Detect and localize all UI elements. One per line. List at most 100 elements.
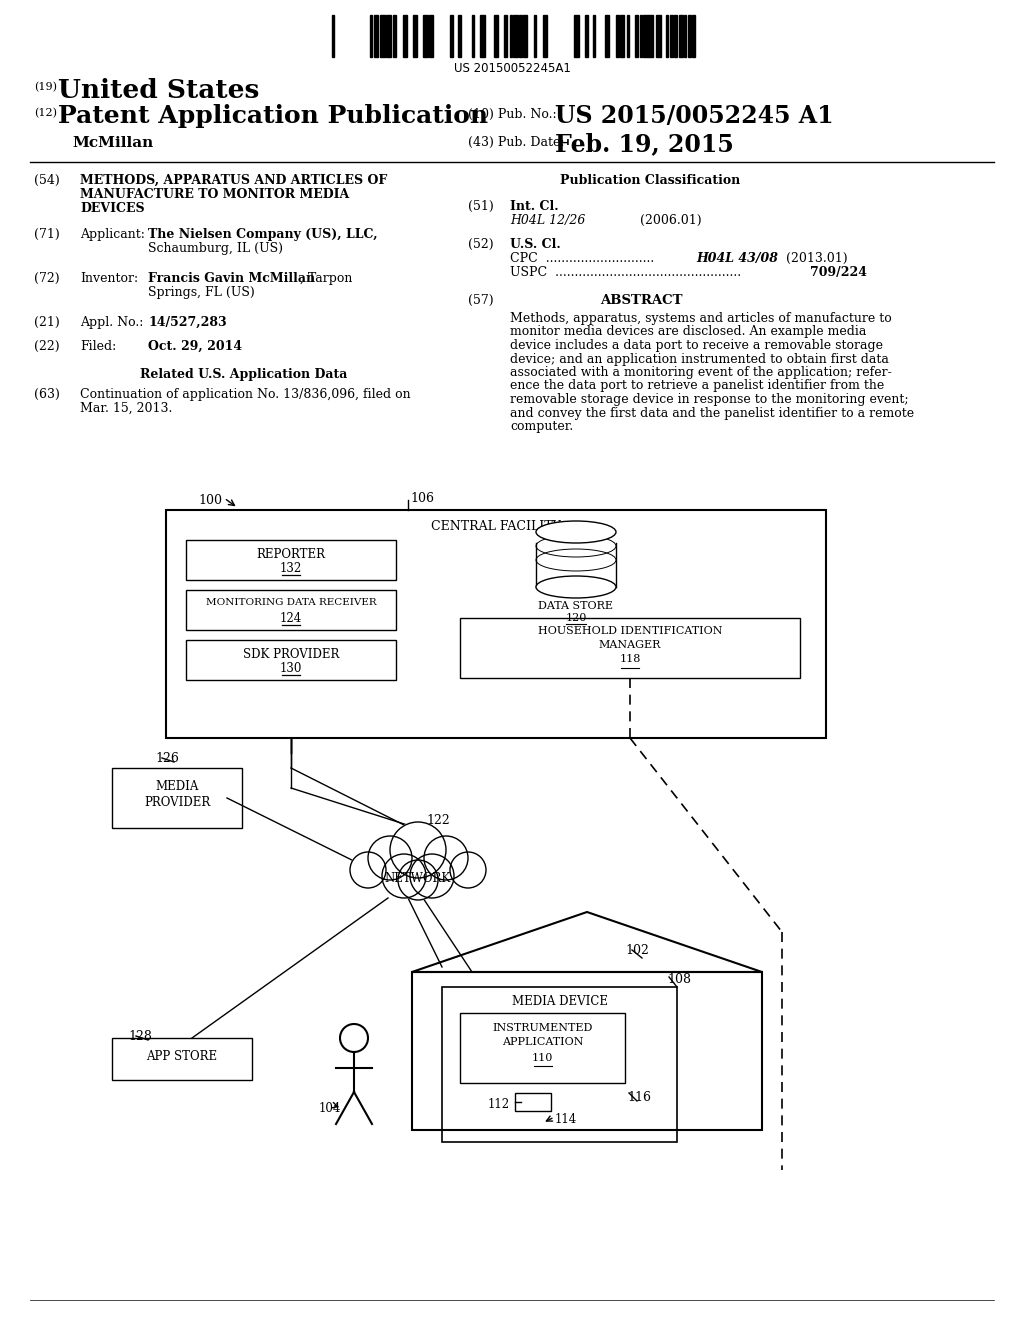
Text: device; and an application instrumented to obtain first data: device; and an application instrumented … xyxy=(510,352,889,366)
Text: 128: 128 xyxy=(128,1030,152,1043)
Text: Applicant:: Applicant: xyxy=(80,228,144,242)
Text: US 2015/0052245 A1: US 2015/0052245 A1 xyxy=(555,104,834,128)
Bar xyxy=(670,15,673,57)
Text: (22): (22) xyxy=(34,341,59,352)
Text: 104: 104 xyxy=(319,1102,341,1115)
Text: HOUSEHOLD IDENTIFICATION: HOUSEHOLD IDENTIFICATION xyxy=(538,626,722,636)
Bar xyxy=(543,15,548,57)
Text: 120: 120 xyxy=(565,612,587,623)
Ellipse shape xyxy=(536,576,616,598)
Text: CENTRAL FACILITY: CENTRAL FACILITY xyxy=(431,520,561,533)
Text: U.S. Cl.: U.S. Cl. xyxy=(510,238,561,251)
Text: INSTRUMENTED: INSTRUMENTED xyxy=(493,1023,593,1034)
Text: NETWORK: NETWORK xyxy=(385,873,452,884)
Text: Francis Gavin McMillan: Francis Gavin McMillan xyxy=(148,272,315,285)
Text: MANAGER: MANAGER xyxy=(599,640,662,649)
Bar xyxy=(459,15,461,57)
Text: device includes a data port to receive a removable storage: device includes a data port to receive a… xyxy=(510,339,883,352)
Text: PROVIDER: PROVIDER xyxy=(144,796,210,809)
Text: removable storage device in response to the monitoring event;: removable storage device in response to … xyxy=(510,393,908,407)
Bar xyxy=(460,618,800,678)
Text: (51): (51) xyxy=(468,201,494,213)
Text: 130: 130 xyxy=(280,663,302,675)
Text: METHODS, APPARATUS AND ARTICLES OF: METHODS, APPARATUS AND ARTICLES OF xyxy=(80,174,387,187)
Bar xyxy=(472,15,474,57)
Bar xyxy=(374,15,378,57)
Text: 108: 108 xyxy=(667,973,691,986)
Text: H04L 12/26: H04L 12/26 xyxy=(510,214,586,227)
Text: 709/224: 709/224 xyxy=(810,267,867,279)
Text: (63): (63) xyxy=(34,388,59,401)
Text: Inventor:: Inventor: xyxy=(80,272,138,285)
Text: REPORTER: REPORTER xyxy=(256,548,326,561)
Text: USPC  ................................................: USPC ...................................… xyxy=(510,267,741,279)
Text: associated with a monitoring event of the application; refer-: associated with a monitoring event of th… xyxy=(510,366,892,379)
Bar xyxy=(380,15,385,57)
Bar xyxy=(574,15,580,57)
Bar xyxy=(585,15,588,57)
Text: APPLICATION: APPLICATION xyxy=(502,1038,584,1047)
Text: (21): (21) xyxy=(34,315,59,329)
Text: , Tarpon: , Tarpon xyxy=(300,272,352,285)
Text: (72): (72) xyxy=(34,272,59,285)
Text: 132: 132 xyxy=(280,562,302,576)
Bar xyxy=(186,640,396,680)
Text: Continuation of application No. 13/836,096, filed on: Continuation of application No. 13/836,0… xyxy=(80,388,411,401)
Text: computer.: computer. xyxy=(510,420,573,433)
Text: Filed:: Filed: xyxy=(80,341,117,352)
Bar xyxy=(412,972,762,1130)
Bar xyxy=(684,15,686,57)
Text: Appl. No.:: Appl. No.: xyxy=(80,315,143,329)
Text: ence the data port to retrieve a panelist identifier from the: ence the data port to retrieve a panelis… xyxy=(510,380,885,392)
Text: (2013.01): (2013.01) xyxy=(782,252,848,265)
Bar xyxy=(523,15,527,57)
Bar xyxy=(666,15,668,57)
Bar xyxy=(186,540,396,579)
Text: 106: 106 xyxy=(410,492,434,506)
Text: Schaumburg, IL (US): Schaumburg, IL (US) xyxy=(148,242,283,255)
Bar xyxy=(393,15,396,57)
Bar xyxy=(403,15,407,57)
Bar xyxy=(674,15,677,57)
Text: Feb. 19, 2015: Feb. 19, 2015 xyxy=(555,132,734,156)
Circle shape xyxy=(424,836,468,880)
Text: (43) Pub. Date:: (43) Pub. Date: xyxy=(468,136,564,149)
Text: 102: 102 xyxy=(625,944,649,957)
Text: DATA STORE: DATA STORE xyxy=(539,601,613,611)
Text: Related U.S. Application Data: Related U.S. Application Data xyxy=(140,368,347,381)
Bar xyxy=(460,1012,625,1082)
Bar xyxy=(688,15,691,57)
Bar xyxy=(692,15,695,57)
Text: and convey the first data and the panelist identifier to a remote: and convey the first data and the paneli… xyxy=(510,407,914,420)
Bar xyxy=(635,15,638,57)
Circle shape xyxy=(390,822,446,878)
Bar xyxy=(513,15,518,57)
Text: (12): (12) xyxy=(34,108,57,119)
Text: US 20150052245A1: US 20150052245A1 xyxy=(454,62,570,75)
Bar xyxy=(510,15,512,57)
Text: 122: 122 xyxy=(426,814,450,828)
Text: 118: 118 xyxy=(620,653,641,664)
Text: (57): (57) xyxy=(468,294,494,308)
Text: DEVICES: DEVICES xyxy=(80,202,144,215)
Circle shape xyxy=(450,851,486,888)
Text: Springs, FL (US): Springs, FL (US) xyxy=(148,286,255,300)
Bar xyxy=(519,15,522,57)
Text: (71): (71) xyxy=(34,228,59,242)
Bar xyxy=(423,15,428,57)
Bar xyxy=(450,15,453,57)
Bar xyxy=(429,15,433,57)
Bar xyxy=(371,15,372,57)
Circle shape xyxy=(398,861,438,900)
Bar xyxy=(442,987,677,1142)
Text: Oct. 29, 2014: Oct. 29, 2014 xyxy=(148,341,242,352)
Bar xyxy=(505,15,508,57)
Text: United States: United States xyxy=(58,78,259,103)
Bar xyxy=(640,15,642,57)
Text: 114: 114 xyxy=(555,1113,577,1126)
Text: MEDIA DEVICE: MEDIA DEVICE xyxy=(512,995,607,1008)
Text: Patent Application Publication: Patent Application Publication xyxy=(58,104,488,128)
Bar xyxy=(648,15,653,57)
Text: (10) Pub. No.:: (10) Pub. No.: xyxy=(468,108,557,121)
Text: ABSTRACT: ABSTRACT xyxy=(600,294,683,308)
